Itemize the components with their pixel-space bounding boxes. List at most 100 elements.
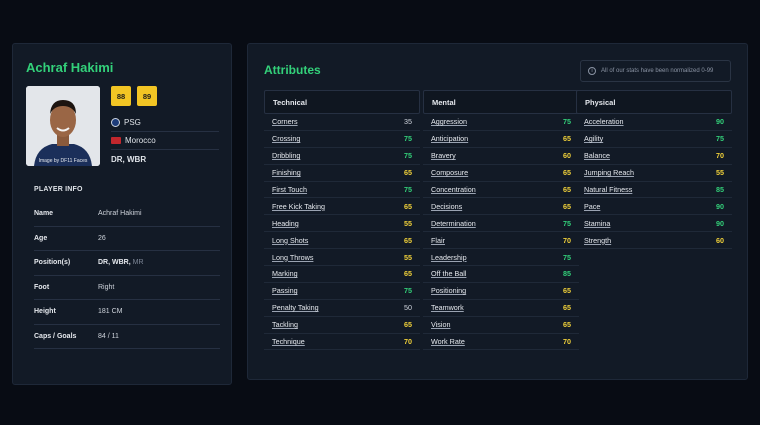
info-row-name: Name Achraf Hakimi (34, 202, 220, 227)
photo-credit: Image by DF11 Faces (38, 158, 88, 164)
attribute-name-link[interactable]: Anticipation (431, 134, 469, 144)
attribute-value: 75 (563, 252, 571, 262)
attribute-name-link[interactable]: Positioning (431, 286, 467, 296)
attribute-name-link[interactable]: Technique (272, 337, 305, 347)
positions-row: DR, WBR (111, 150, 219, 168)
attribute-row: First Touch 75 (264, 182, 420, 199)
attribute-value: 65 (563, 201, 571, 211)
attribute-row: Technique 70 (264, 334, 420, 351)
attribute-row: Stamina 90 (576, 215, 732, 233)
nation-row: Morocco (111, 132, 219, 150)
info-key: Caps / Goals (34, 332, 77, 340)
info-key: Foot (34, 283, 50, 291)
attribute-row: Dribbling 75 (264, 148, 420, 165)
attribute-row: Concentration 65 (423, 182, 579, 199)
attribute-row: Heading 55 (264, 215, 420, 233)
attribute-value: 65 (404, 235, 412, 245)
attribute-value: 65 (404, 201, 412, 211)
info-value: 84 / 11 (98, 332, 119, 340)
attribute-name-link[interactable]: Stamina (584, 218, 611, 228)
attribute-name-link[interactable]: Vision (431, 320, 451, 330)
positions-short: DR, WBR (111, 154, 147, 164)
attribute-name-link[interactable]: Work Rate (431, 337, 465, 347)
attribute-name-link[interactable]: Determination (431, 218, 476, 228)
normalization-note: i All of our stats have been normalized … (580, 60, 731, 82)
attribute-name-link[interactable]: Agility (584, 134, 604, 144)
player-card: Achraf Hakimi Image by DF11 Faces 88 89 … (12, 43, 232, 385)
attribute-name-link[interactable]: Passing (272, 286, 298, 296)
morocco-flag-icon (111, 137, 121, 144)
attribute-value: 85 (716, 185, 724, 194)
attribute-value: 50 (404, 303, 412, 313)
attribute-value: 70 (563, 235, 571, 245)
attribute-row: Flair 70 (423, 232, 579, 250)
info-value: Achraf Hakimi (98, 210, 142, 218)
attribute-row: Long Shots 65 (264, 232, 420, 250)
attribute-name-link[interactable]: Leadership (431, 252, 467, 262)
secondary-positions: MR (132, 259, 144, 267)
attribute-name-link[interactable]: Bravery (431, 151, 456, 161)
attribute-value: 90 (716, 117, 724, 127)
column-heading: Mental (423, 90, 579, 114)
attribute-value: 60 (716, 235, 724, 245)
attribute-value: 70 (404, 337, 412, 347)
attribute-row: Off the Ball 85 (423, 266, 579, 283)
primary-positions: DR, WBR, (98, 259, 131, 267)
attribute-name-link[interactable]: Corners (272, 117, 298, 127)
info-row-positions: Position(s) DR, WBR, MR (34, 251, 220, 276)
attribute-name-link[interactable]: Acceleration (584, 117, 624, 127)
physical-column: Physical Acceleration 90 Agility 75 Balance 7… (576, 90, 732, 250)
attribute-row: Tackling 65 (264, 317, 420, 334)
attribute-name-link[interactable]: Heading (272, 218, 299, 228)
attribute-name-link[interactable]: Decisions (431, 201, 463, 211)
technical-column: Technical Corners 35 Crossing 75 Dribbling 75… (264, 90, 420, 351)
attribute-value: 65 (563, 303, 571, 313)
info-icon: i (588, 67, 596, 75)
normalization-note-text: All of our stats have been normalized 0-… (601, 68, 714, 74)
attribute-value: 65 (563, 168, 571, 178)
attribute-name-link[interactable]: Strength (584, 235, 612, 245)
nation-name: Morocco (125, 136, 156, 145)
attribute-name-link[interactable]: Jumping Reach (584, 168, 634, 178)
attribute-name-link[interactable]: Long Throws (272, 252, 314, 262)
attribute-name-link[interactable]: Free Kick Taking (272, 201, 325, 211)
attribute-value: 75 (404, 286, 412, 296)
attribute-name-link[interactable]: First Touch (272, 185, 308, 194)
info-value: DR, WBR, MR (98, 259, 144, 266)
attribute-name-link[interactable]: Teamwork (431, 303, 464, 313)
attribute-name-link[interactable]: Balance (584, 151, 610, 161)
attribute-name-link[interactable]: Dribbling (272, 151, 301, 161)
column-heading: Physical (576, 90, 732, 114)
attribute-name-link[interactable]: Long Shots (272, 235, 309, 245)
attribute-name-link[interactable]: Flair (431, 235, 445, 245)
attribute-name-link[interactable]: Finishing (272, 168, 301, 178)
attribute-name-link[interactable]: Off the Ball (431, 269, 467, 279)
attribute-row: Aggression 75 (423, 114, 579, 131)
attribute-name-link[interactable]: Concentration (431, 185, 476, 194)
attribute-name-link[interactable]: Pace (584, 201, 601, 211)
attribute-name-link[interactable]: Marking (272, 269, 298, 279)
attribute-row: Pace 90 (576, 198, 732, 216)
attribute-row: Composure 65 (423, 165, 579, 182)
attribute-name-link[interactable]: Penalty Taking (272, 303, 319, 313)
attribute-row: Anticipation 65 (423, 131, 579, 148)
attribute-name-link[interactable]: Composure (431, 168, 469, 178)
attributes-heading: Attributes (264, 63, 321, 77)
column-heading: Technical (264, 90, 420, 114)
attribute-name-link[interactable]: Crossing (272, 134, 301, 144)
info-row-age: Age 26 (34, 227, 220, 251)
attribute-name-link[interactable]: Natural Fitness (584, 185, 633, 194)
attribute-row: Leadership 75 (423, 249, 579, 267)
attribute-value: 75 (404, 134, 412, 144)
club-crest-icon (111, 118, 120, 127)
player-photo: Image by DF11 Faces (26, 86, 100, 166)
attribute-row: Decisions 65 (423, 198, 579, 216)
info-value: 181 CM (98, 308, 123, 316)
player-info-heading: PLAYER INFO (34, 186, 83, 193)
attribute-name-link[interactable]: Tackling (272, 320, 298, 330)
attribute-row: Determination 75 (423, 215, 579, 233)
attribute-value: 90 (716, 201, 724, 211)
attribute-row: Penalty Taking 50 (264, 300, 420, 317)
attribute-row: Marking 65 (264, 266, 420, 283)
attribute-name-link[interactable]: Aggression (431, 117, 467, 127)
